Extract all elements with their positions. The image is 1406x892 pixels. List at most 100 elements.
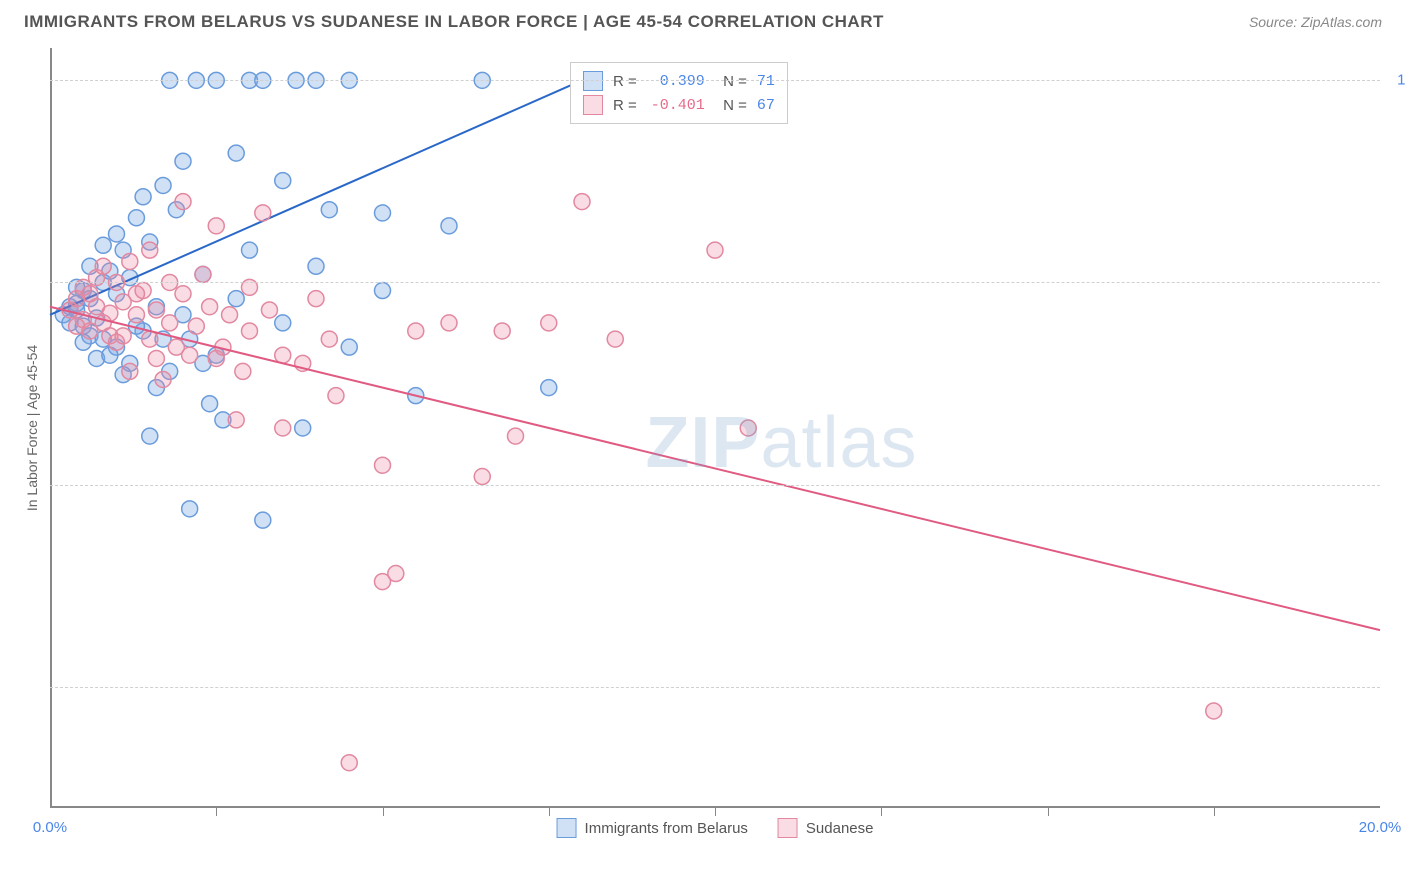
scatter-point (122, 253, 138, 269)
scatter-point (255, 512, 271, 528)
x-tick-mark (881, 808, 882, 816)
scatter-point (162, 315, 178, 331)
y-axis-label: In Labor Force | Age 45-54 (24, 345, 40, 511)
scatter-point (228, 145, 244, 161)
legend-n-val-2: 67 (757, 97, 775, 114)
bottom-swatch-2 (778, 818, 798, 838)
scatter-point (740, 420, 756, 436)
scatter-point (441, 218, 457, 234)
scatter-point (155, 371, 171, 387)
scatter-point (321, 331, 337, 347)
scatter-point (474, 469, 490, 485)
scatter-point (1206, 703, 1222, 719)
scatter-point (142, 428, 158, 444)
x-tick-mark (1048, 808, 1049, 816)
scatter-point (142, 242, 158, 258)
scatter-point (188, 318, 204, 334)
scatter-point (375, 457, 391, 473)
scatter-point (182, 501, 198, 517)
bottom-legend: Immigrants from Belarus Sudanese (557, 818, 874, 838)
scatter-point (388, 566, 404, 582)
scatter-point (275, 420, 291, 436)
scatter-point (441, 315, 457, 331)
scatter-point (574, 194, 590, 210)
legend-row-2: R = -0.401 N = 67 (583, 93, 775, 117)
scatter-point (607, 331, 623, 347)
chart-header: IMMIGRANTS FROM BELARUS VS SUDANESE IN L… (0, 0, 1406, 40)
scatter-point (148, 350, 164, 366)
grid-line (50, 687, 1380, 688)
scatter-point (308, 258, 324, 274)
scatter-point (375, 283, 391, 299)
chart-container: In Labor Force | Age 45-54 ZIPatlas R = … (50, 48, 1380, 808)
scatter-point (109, 226, 125, 242)
plot-svg (50, 48, 1380, 808)
trend-line (50, 80, 582, 314)
scatter-point (308, 291, 324, 307)
scatter-point (142, 331, 158, 347)
x-tick-mark (715, 808, 716, 816)
correlation-legend: R = 0.399 N = 71 R = -0.401 N = 67 (570, 62, 788, 124)
scatter-point (102, 305, 118, 321)
scatter-point (494, 323, 510, 339)
grid-line (50, 282, 1380, 283)
bottom-swatch-1 (557, 818, 577, 838)
scatter-point (175, 153, 191, 169)
scatter-point (115, 328, 131, 344)
scatter-point (228, 291, 244, 307)
scatter-point (182, 347, 198, 363)
legend-r-val-2: -0.401 (647, 97, 705, 114)
chart-source: Source: ZipAtlas.com (1249, 14, 1382, 30)
scatter-point (155, 177, 171, 193)
scatter-point (328, 388, 344, 404)
scatter-point (95, 258, 111, 274)
scatter-point (135, 189, 151, 205)
scatter-point (195, 266, 211, 282)
scatter-point (228, 412, 244, 428)
grid-line (50, 485, 1380, 486)
bottom-legend-label-1: Immigrants from Belarus (585, 820, 748, 837)
scatter-point (275, 315, 291, 331)
scatter-point (175, 194, 191, 210)
legend-r-label-2: R = (613, 97, 637, 114)
legend-n-label-2: N = (715, 97, 747, 114)
scatter-point (128, 307, 144, 323)
scatter-point (242, 323, 258, 339)
x-tick-mark (549, 808, 550, 816)
scatter-point (275, 347, 291, 363)
scatter-point (95, 237, 111, 253)
scatter-point (375, 205, 391, 221)
x-tick-mark (216, 808, 217, 816)
legend-swatch-pink (583, 95, 603, 115)
x-tick-label: 0.0% (33, 819, 67, 836)
trend-line (50, 307, 1380, 630)
bottom-legend-item-1: Immigrants from Belarus (557, 818, 748, 838)
grid-line (50, 80, 1380, 81)
scatter-point (275, 173, 291, 189)
scatter-point (508, 428, 524, 444)
x-tick-mark (1214, 808, 1215, 816)
scatter-point (341, 755, 357, 771)
scatter-point (175, 286, 191, 302)
scatter-point (255, 205, 271, 221)
scatter-point (541, 315, 557, 331)
scatter-point (208, 218, 224, 234)
scatter-point (261, 302, 277, 318)
bottom-legend-item-2: Sudanese (778, 818, 874, 838)
scatter-point (235, 363, 251, 379)
x-tick-label: 20.0% (1359, 819, 1402, 836)
scatter-point (321, 202, 337, 218)
scatter-point (341, 339, 357, 355)
scatter-point (148, 302, 164, 318)
scatter-point (707, 242, 723, 258)
scatter-point (202, 299, 218, 315)
bottom-legend-label-2: Sudanese (806, 820, 874, 837)
scatter-point (69, 318, 85, 334)
x-tick-mark (383, 808, 384, 816)
scatter-point (82, 286, 98, 302)
scatter-point (295, 420, 311, 436)
scatter-point (128, 286, 144, 302)
chart-title: IMMIGRANTS FROM BELARUS VS SUDANESE IN L… (24, 12, 884, 32)
scatter-point (242, 242, 258, 258)
scatter-point (128, 210, 144, 226)
